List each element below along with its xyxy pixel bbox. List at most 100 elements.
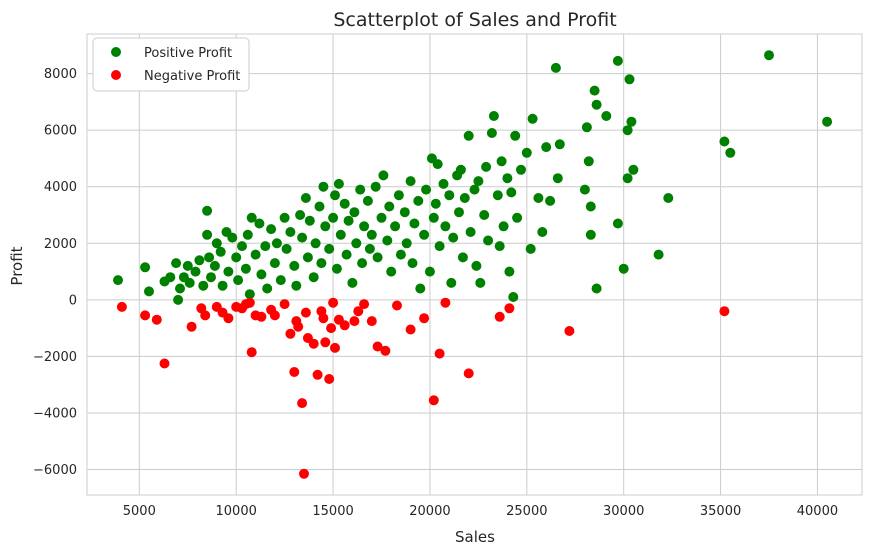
- positive-profit-point: [583, 156, 594, 167]
- positive-profit-point: [581, 122, 592, 133]
- positive-profit-point: [190, 266, 201, 277]
- negative-profit-point: [353, 306, 364, 317]
- negative-profit-point: [349, 316, 360, 327]
- negative-profit-point: [494, 311, 505, 322]
- positive-profit-point: [585, 229, 596, 240]
- positive-profit-point: [370, 181, 381, 192]
- positive-profit-point: [308, 272, 319, 283]
- negative-profit-point: [297, 398, 308, 409]
- positive-profit-point: [579, 184, 590, 195]
- positive-profit-point: [719, 136, 730, 147]
- x-axis-label: Sales: [455, 528, 495, 546]
- positive-profit-point: [250, 249, 261, 260]
- negative-profit-point: [312, 369, 323, 380]
- positive-profit-point: [300, 193, 311, 203]
- positive-profit-point: [424, 266, 435, 277]
- legend-box: [92, 37, 250, 92]
- positive-profit-point: [206, 272, 216, 283]
- positive-profit-point: [171, 258, 182, 269]
- y-tick-labels: −6000 −4000 −2000 0 2000 4000 6000 8000: [33, 67, 77, 478]
- positive-profit-point: [316, 258, 327, 269]
- positive-profit-point: [266, 224, 277, 235]
- negative-profit-point: [339, 320, 350, 331]
- positive-profit-point: [764, 50, 774, 61]
- negative-profit-point: [285, 328, 296, 339]
- y-tick-label: 4000: [44, 180, 77, 195]
- positive-profit-point: [198, 280, 209, 291]
- positive-profit-point: [465, 227, 476, 237]
- positive-profit-point: [457, 252, 468, 263]
- positive-profit-point: [413, 195, 424, 206]
- positive-profit-point: [407, 258, 418, 269]
- positive-profit-point: [271, 238, 282, 249]
- positive-profit-point: [262, 283, 273, 294]
- data-points: [113, 50, 833, 479]
- positive-profit-point: [488, 111, 499, 121]
- positive-profit-point: [492, 190, 503, 201]
- positive-profit-point: [349, 207, 360, 218]
- plot-frame: [86, 33, 863, 496]
- positive-profit-point: [428, 212, 439, 223]
- positive-profit-point: [612, 218, 623, 229]
- y-tick-label: 0: [69, 293, 77, 308]
- x-tick-label: 40000: [797, 504, 838, 519]
- positive-profit-point: [359, 221, 370, 232]
- positive-profit-point: [498, 221, 509, 232]
- positive-profit-point: [504, 266, 515, 277]
- positive-profit-point: [351, 238, 362, 249]
- y-axis-label: Profit: [8, 246, 26, 285]
- positive-profit-point: [355, 184, 366, 195]
- positive-profit-point: [357, 258, 368, 269]
- negative-profit-point: [116, 301, 127, 312]
- positive-profit-point: [822, 116, 833, 127]
- negative-profit-point: [434, 348, 445, 359]
- positive-profit-point: [626, 116, 637, 127]
- positive-profit-point: [204, 252, 215, 263]
- negative-profit-point: [326, 323, 337, 334]
- positive-profit-point: [211, 238, 222, 249]
- positive-profit-point: [399, 207, 410, 218]
- positive-profit-point: [463, 130, 474, 141]
- negative-profit-point: [564, 326, 575, 336]
- positive-profit-point: [347, 277, 358, 288]
- positive-profit-point: [144, 286, 154, 297]
- positive-profit-point: [215, 246, 226, 257]
- positive-profit-point: [362, 195, 373, 206]
- positive-profit-point: [421, 184, 432, 195]
- positive-profit-point: [291, 280, 302, 291]
- positive-profit-point: [510, 130, 521, 141]
- positive-profit-point: [516, 164, 526, 175]
- negative-profit-point: [140, 310, 151, 321]
- positive-profit-point: [624, 74, 635, 85]
- negative-profit-point: [419, 313, 430, 324]
- positive-profit-point: [545, 195, 556, 206]
- positive-profit-point: [285, 227, 296, 237]
- negative-profit-point: [300, 307, 311, 318]
- positive-profit-point: [448, 232, 459, 243]
- positive-profit-point: [585, 201, 596, 212]
- legend-marker-positive: [111, 47, 121, 57]
- positive-profit-point: [231, 252, 242, 263]
- positive-profit-point: [289, 260, 300, 271]
- y-tick-label: 2000: [44, 237, 77, 252]
- negative-profit-point: [359, 299, 370, 310]
- positive-profit-point: [409, 218, 420, 229]
- positive-profit-point: [440, 221, 451, 232]
- positive-profit-point: [537, 227, 548, 237]
- positive-profit-point: [506, 187, 517, 198]
- positive-profit-point: [612, 55, 623, 66]
- positive-profit-point: [444, 190, 455, 201]
- negative-profit-point: [279, 299, 290, 310]
- positive-profit-point: [430, 198, 441, 209]
- positive-profit-point: [330, 190, 340, 201]
- positive-profit-point: [314, 201, 325, 212]
- positive-profit-point: [473, 176, 484, 187]
- positive-profit-point: [405, 176, 416, 187]
- positive-profit-point: [550, 62, 561, 73]
- legend-label-negative: Negative Profit: [144, 69, 240, 84]
- positive-profit-point: [331, 263, 342, 274]
- positive-profit-point: [295, 210, 306, 220]
- negative-profit-point: [428, 395, 439, 406]
